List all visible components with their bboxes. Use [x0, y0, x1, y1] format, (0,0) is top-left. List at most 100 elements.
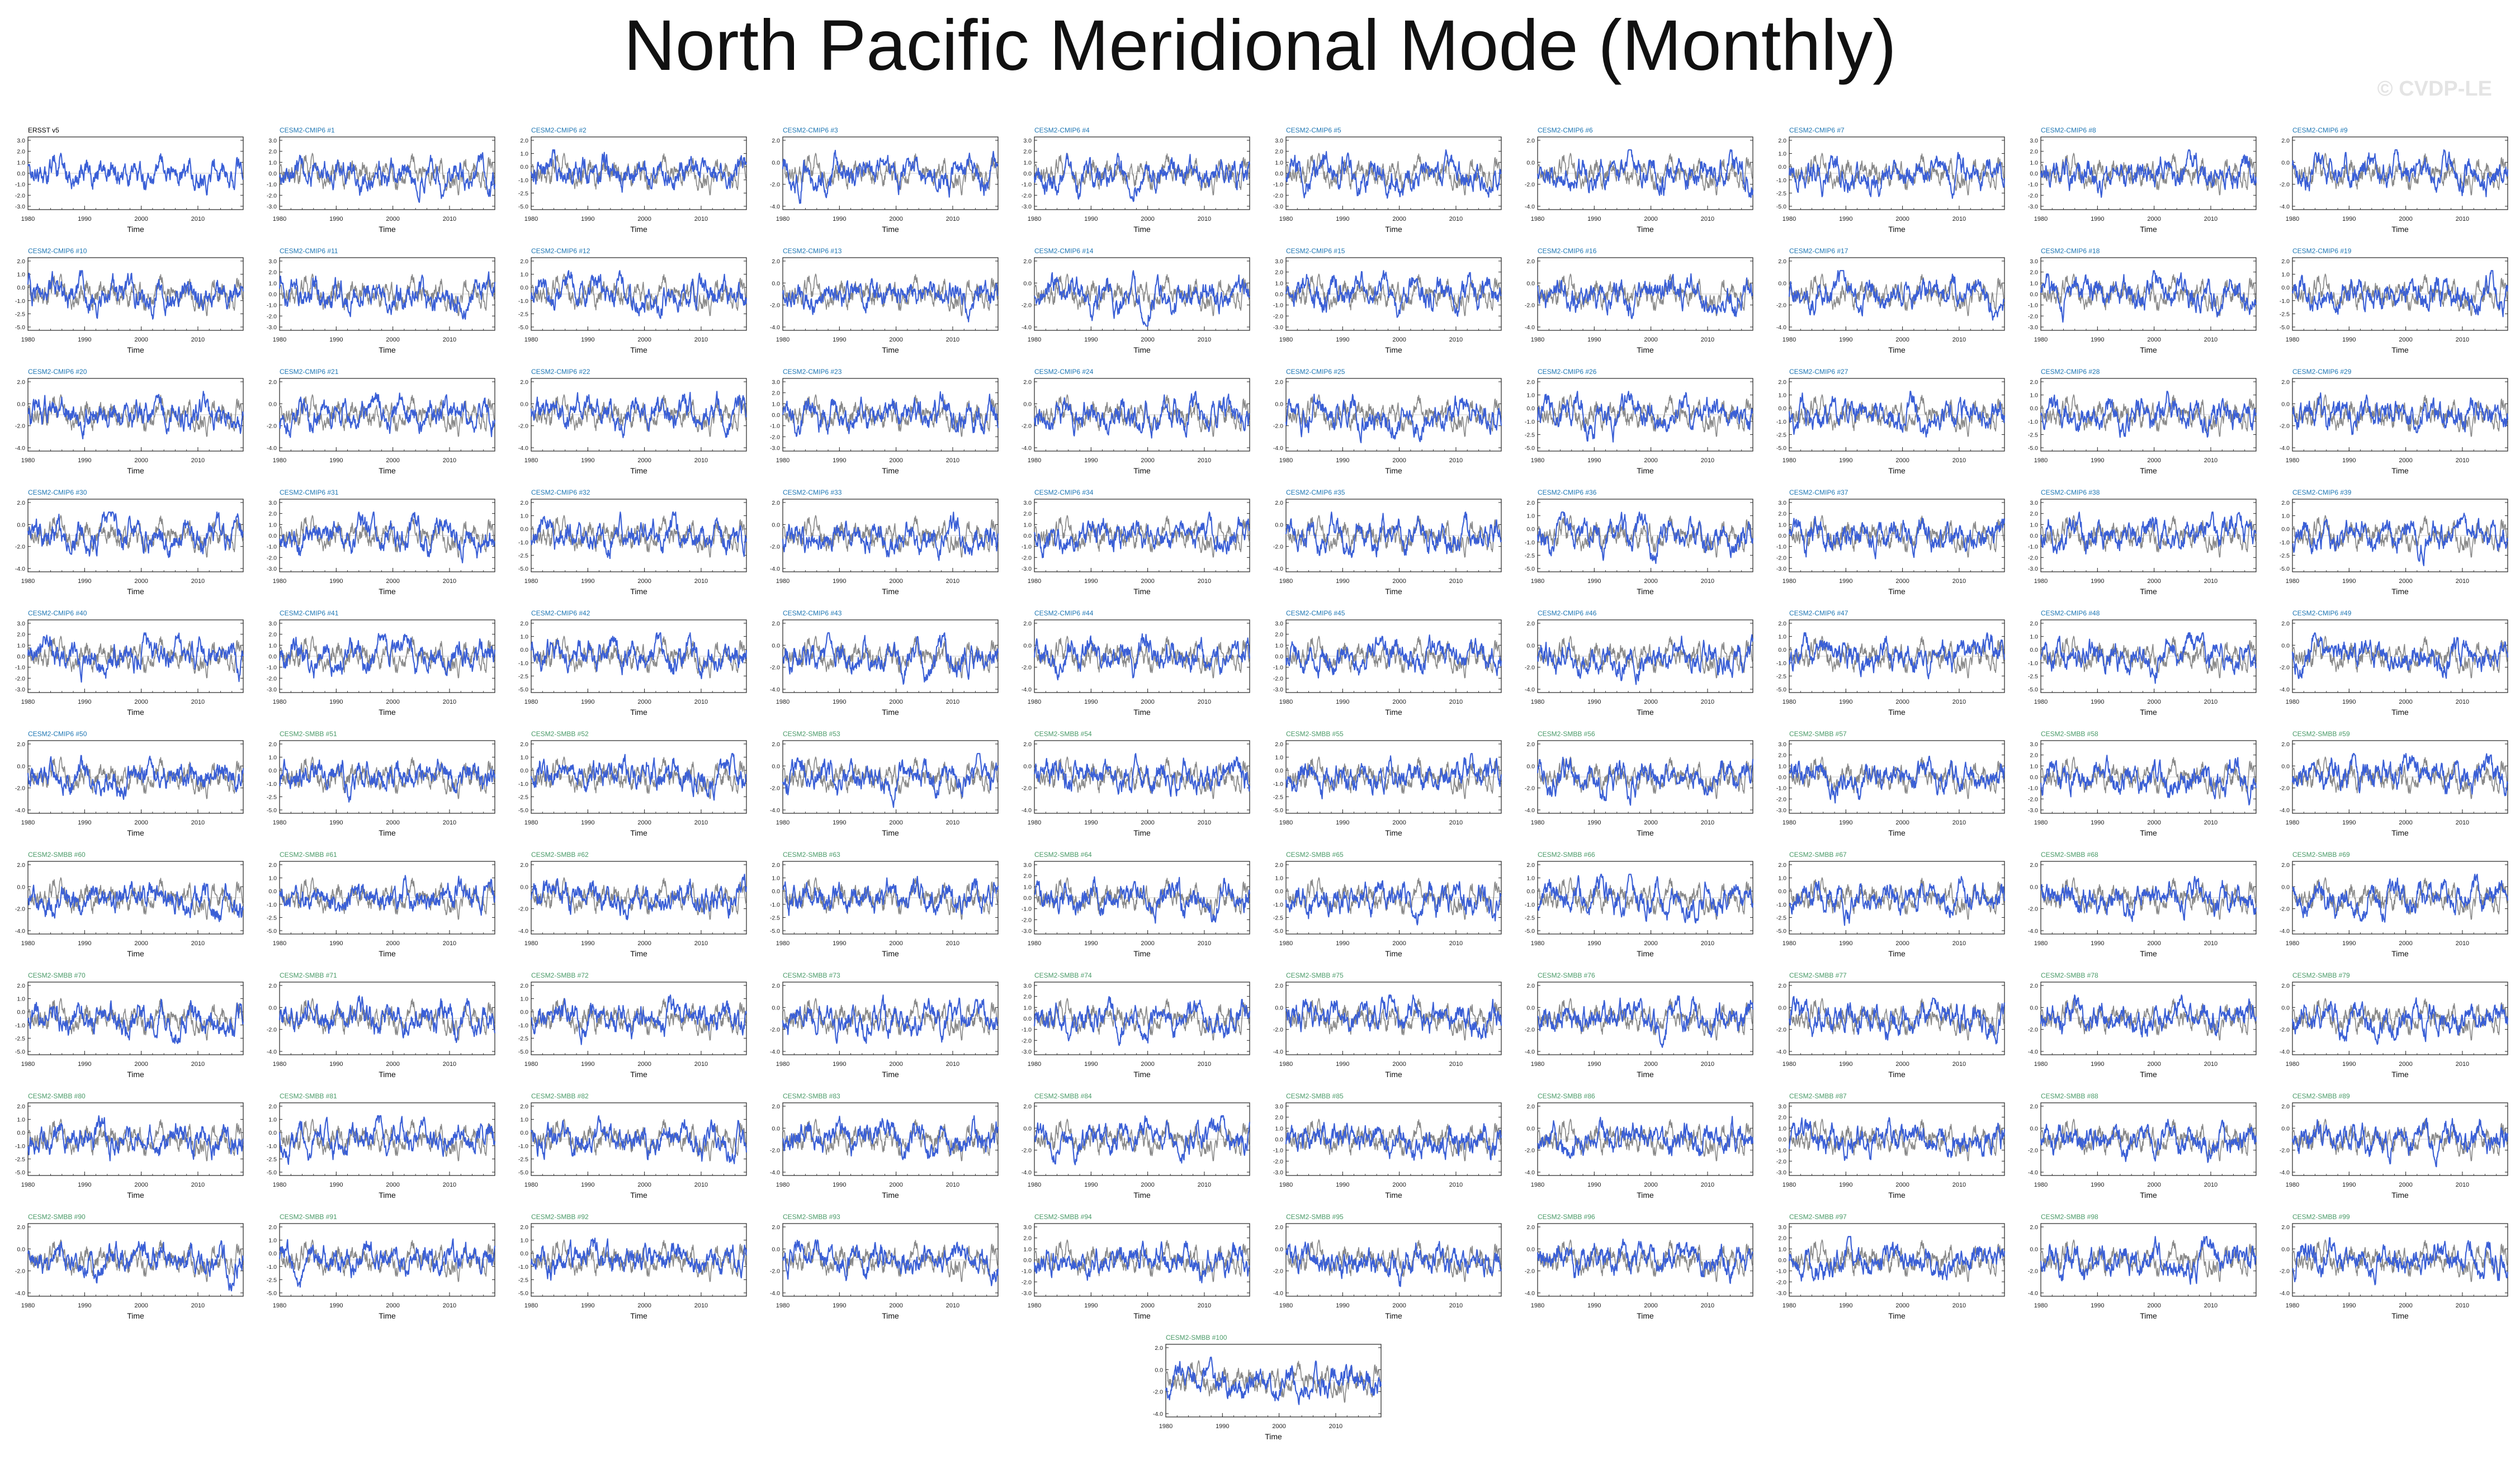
x-tick-label: 1980 [1531, 336, 1544, 343]
x-tick-label: 1980 [273, 819, 286, 826]
y-tick-label: -1.0 [15, 1143, 25, 1150]
y-tick-label: -1.0 [2280, 539, 2290, 546]
panel-label: CESM2-CMIP6 #11 [280, 247, 338, 255]
chart-panel: CESM2-SMBB #662.0 1.0 0.0 -1.0 -2.5 -5.0 1980 1… [1525, 851, 1754, 958]
y-tick-label: 1.0 [268, 159, 277, 166]
y-tick-label: -2.5 [267, 794, 277, 800]
x-tick-label: 1990 [833, 578, 846, 585]
x-tick-label: 1980 [2034, 336, 2048, 343]
chart-panel: CESM2-SMBB #822.0 1.0 0.0 -1.0 -2.5 -5.0 1980 1… [518, 1092, 748, 1200]
y-tick-label: -2.0 [2028, 796, 2038, 803]
x-tick-label: 1980 [273, 336, 286, 343]
y-tick-label: -4.0 [770, 1049, 780, 1055]
x-tick-label: 2000 [889, 336, 902, 343]
x-axis-label: Time [379, 587, 396, 596]
panel-label: CESM2-SMBB #84 [1034, 1092, 1092, 1100]
x-tick-label: 2000 [637, 216, 651, 222]
x-axis-label: Time [2391, 225, 2409, 234]
x-tick-label: 1980 [1279, 819, 1293, 826]
panel-label: CESM2-CMIP6 #22 [531, 368, 590, 376]
panel-label: CESM2-SMBB #64 [1034, 851, 1092, 859]
x-tick-label: 1980 [1028, 819, 1041, 826]
x-axis-label: Time [1385, 466, 1402, 475]
x-tick-label: 2010 [946, 940, 959, 947]
x-tick-label: 1990 [833, 819, 846, 826]
chart-panel: CESM2-SMBB #842.0 0.0 -2.0 -4.0 1980 1990 2000… [1022, 1092, 1251, 1200]
y-tick-label: 2.0 [2281, 1103, 2290, 1110]
x-tick-label: 2010 [2204, 1061, 2218, 1068]
x-tick-label: 2000 [1141, 1061, 1154, 1068]
x-tick-label: 1990 [78, 819, 91, 826]
y-tick-label: -4.0 [1776, 324, 1786, 331]
chart-panel: CESM2-SMBB #882.0 0.0 -2.0 -4.0 1980 1990 2000… [2028, 1092, 2257, 1200]
x-tick-label: 1990 [329, 1182, 343, 1188]
y-tick-label: 0.0 [268, 1130, 277, 1136]
x-tick-label: 2000 [1392, 216, 1406, 222]
y-tick-label: 3.0 [1275, 620, 1283, 627]
y-tick-label: 2.0 [1526, 500, 1535, 506]
y-tick-label: 2.0 [520, 500, 528, 506]
x-tick-label: 2010 [443, 578, 456, 585]
reference-series-line [27, 636, 244, 679]
x-tick-label: 2010 [2204, 699, 2218, 705]
reference-series-line [1034, 877, 1250, 920]
x-tick-label: 2010 [1952, 578, 1966, 585]
panel-label: CESM2-SMBB #74 [1034, 971, 1092, 979]
x-tick-label: 1980 [1783, 940, 1796, 947]
x-tick-label: 1980 [1028, 1061, 1041, 1068]
reference-series-line [1789, 273, 2005, 316]
x-axis-label: Time [882, 1311, 899, 1320]
x-tick-label: 2000 [637, 336, 651, 343]
member-series-line [27, 1240, 244, 1292]
reference-series-line [2292, 394, 2508, 437]
y-tick-label: 2.0 [772, 500, 780, 506]
y-tick-label: 2.0 [520, 1224, 528, 1231]
y-tick-label: -1.0 [1776, 902, 1786, 908]
y-tick-label: -2.5 [1273, 914, 1283, 921]
y-tick-label: 0.0 [1275, 170, 1283, 177]
reference-series-line [531, 153, 747, 196]
member-series-line [27, 880, 244, 922]
x-axis-label: Time [1637, 1191, 1654, 1200]
y-tick-label: 1.0 [17, 272, 25, 278]
y-tick-label: -2.0 [1525, 1027, 1535, 1034]
chart-panel: ERSST v53.0 2.0 1.0 0.0 -1.0 -2.0 -3.0 1980 1990… [15, 126, 244, 234]
y-tick-label: 1.0 [1778, 392, 1786, 399]
x-tick-label: 1990 [1336, 457, 1349, 464]
x-tick-label: 1980 [21, 1061, 35, 1068]
y-tick-label: -4.0 [2280, 686, 2290, 693]
y-tick-label: 0.0 [1778, 774, 1786, 781]
y-tick-label: -2.5 [2280, 311, 2290, 317]
x-axis-label: Time [127, 587, 144, 596]
x-tick-label: 1980 [21, 1302, 35, 1309]
y-tick-label: 2.0 [268, 983, 277, 989]
x-axis-label: Time [882, 828, 899, 837]
y-tick-label: -2.5 [518, 190, 528, 197]
panel-label: CESM2-CMIP6 #4 [1034, 126, 1090, 134]
x-tick-label: 2000 [1644, 699, 1657, 705]
y-tick-label: -2.0 [1273, 423, 1283, 430]
x-tick-label: 1990 [833, 457, 846, 464]
x-tick-label: 1990 [2342, 1061, 2356, 1068]
x-tick-label: 1990 [833, 940, 846, 947]
panel-label: CESM2-SMBB #73 [783, 971, 840, 979]
x-tick-label: 1980 [776, 578, 789, 585]
x-tick-label: 1990 [2342, 1182, 2356, 1188]
x-tick-label: 2010 [1701, 1061, 1714, 1068]
x-tick-label: 1980 [2034, 457, 2048, 464]
x-axis-label: Time [1888, 466, 1906, 475]
x-tick-label: 1980 [776, 336, 789, 343]
y-tick-label: -2.5 [518, 1035, 528, 1042]
x-tick-label: 2000 [2147, 578, 2160, 585]
y-tick-label: -2.5 [518, 1277, 528, 1283]
member-series-line [2292, 513, 2509, 566]
x-tick-label: 1980 [1028, 457, 1041, 464]
x-tick-label: 1990 [1587, 1302, 1601, 1309]
reference-series-line [1285, 1239, 1502, 1282]
x-axis-label: Time [882, 466, 899, 475]
x-axis-label: Time [2140, 708, 2157, 717]
reference-series-line [1285, 153, 1502, 196]
y-tick-label: 2.0 [2030, 269, 2038, 276]
panel-label: CESM2-CMIP6 #41 [280, 609, 339, 617]
x-tick-label: 1980 [776, 699, 789, 705]
